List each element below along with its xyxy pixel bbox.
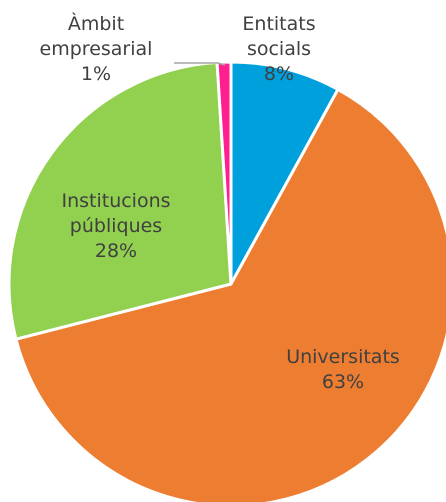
slice-label-universitats: Universitats 63% — [286, 346, 400, 393]
slice-label-institucions-publiques: Institucions públiques 28% — [61, 190, 170, 262]
pie-slices — [7, 60, 446, 502]
pie-slice-universitats — [14, 87, 446, 502]
slice-name-line: públiques — [70, 215, 162, 237]
slice-name-line: socials — [247, 38, 311, 60]
slice-name-line: Universitats — [286, 346, 400, 368]
slice-name-line: Institucions — [61, 190, 170, 212]
slice-labels: Entitats socials 8% Universitats 63% Instituc… — [40, 12, 400, 393]
slice-name-line: Àmbit — [68, 12, 124, 35]
slice-label-ambit-empresarial: Àmbit empresarial 1% — [40, 12, 153, 85]
slice-percent-label: 1% — [81, 63, 111, 85]
slice-percent-label: 28% — [95, 240, 137, 262]
slice-name-line: empresarial — [40, 38, 153, 60]
pie-slice-entitats-socials — [229, 60, 340, 286]
slice-name-line: Entitats — [242, 13, 315, 35]
slice-label-entitats-socials: Entitats socials 8% — [242, 13, 315, 85]
pie-slice-institucions-publiques — [7, 60, 233, 341]
slice-percent-label: 63% — [322, 371, 364, 393]
slice-percent-label: 8% — [264, 63, 294, 85]
leader-line-ambit-empresarial — [174, 62, 226, 66]
